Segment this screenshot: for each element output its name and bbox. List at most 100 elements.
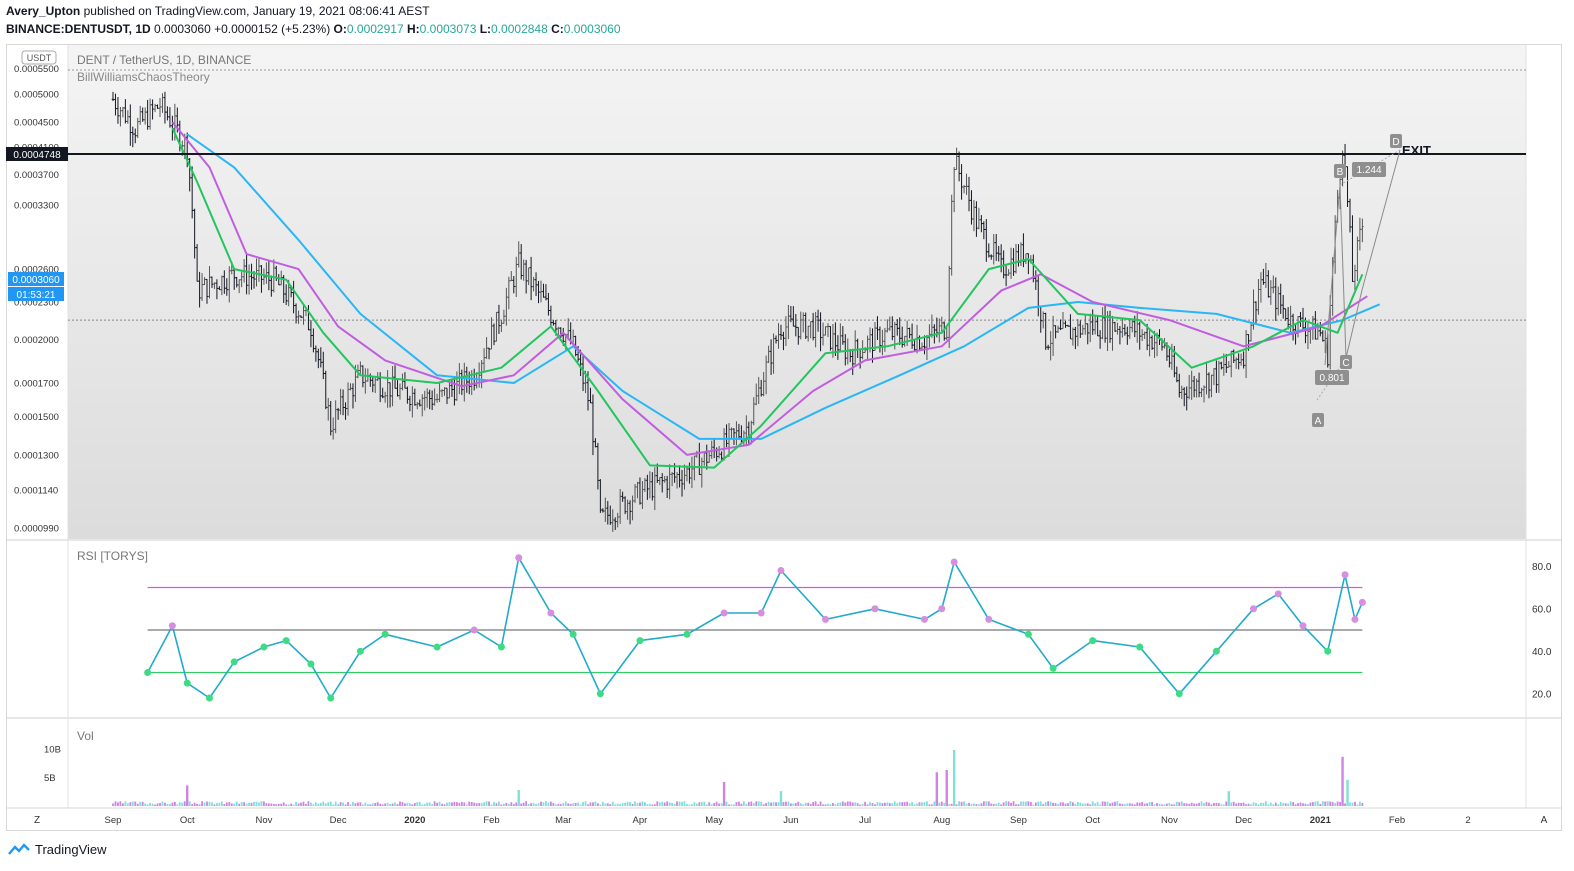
volume-bar bbox=[755, 801, 758, 806]
volume-bar bbox=[1344, 803, 1346, 806]
volume-bar bbox=[634, 801, 636, 806]
rsi-high-dot bbox=[168, 622, 176, 630]
volume-bar bbox=[329, 801, 332, 806]
volume-bar bbox=[1336, 801, 1339, 806]
point-a-badge[interactable] bbox=[1312, 413, 1324, 427]
volume-bar bbox=[490, 804, 493, 806]
brand-name[interactable]: TradingView bbox=[35, 842, 107, 857]
volume-bar bbox=[973, 803, 975, 806]
rsi-low-dot bbox=[497, 643, 505, 651]
volume-bar bbox=[883, 802, 886, 806]
ratio-cd-label: 1.244 bbox=[1356, 165, 1381, 176]
point-a-label: A bbox=[1315, 416, 1322, 427]
volume-bar bbox=[515, 802, 518, 806]
price-change: +0.0000152 (+5.23%) bbox=[214, 22, 331, 36]
volume-bar bbox=[624, 802, 627, 806]
volume-bar bbox=[963, 801, 965, 806]
volume-bar bbox=[1007, 801, 1010, 806]
volume-bar bbox=[1015, 804, 1017, 806]
volume-bar bbox=[188, 801, 191, 806]
volume-bar bbox=[926, 801, 928, 806]
point-d-badge[interactable] bbox=[1390, 134, 1402, 148]
volume-bar bbox=[646, 804, 649, 806]
time-tick-label: Dec bbox=[1235, 815, 1252, 826]
volume-bar bbox=[191, 804, 194, 806]
volume-bar bbox=[178, 802, 181, 806]
volume-bar bbox=[1101, 801, 1104, 806]
volume-bar bbox=[1269, 802, 1272, 806]
rsi-tick-label: 20.0 bbox=[1532, 689, 1552, 700]
price-tick-label: 0.0005000 bbox=[14, 89, 59, 100]
volume-bar bbox=[1356, 804, 1359, 806]
volume-bar bbox=[1302, 803, 1304, 806]
volume-bar bbox=[567, 803, 570, 806]
volume-bar bbox=[577, 802, 580, 806]
volume-bar bbox=[1076, 801, 1079, 806]
rsi-high-dot bbox=[757, 609, 765, 617]
volume-bar bbox=[785, 801, 787, 806]
volume-bar bbox=[606, 803, 609, 806]
rsi-low-dot bbox=[356, 647, 364, 655]
volume-bar bbox=[545, 801, 547, 806]
volume-spike-bar bbox=[722, 782, 726, 806]
volume-spike-bar bbox=[1341, 756, 1344, 806]
rsi-low-dot bbox=[307, 660, 315, 668]
high-label: H: bbox=[406, 22, 420, 36]
volume-bar bbox=[1027, 801, 1030, 806]
time-tick-label: Jun bbox=[783, 815, 798, 826]
volume-bar bbox=[938, 802, 941, 806]
price-tick-label: 0.0003300 bbox=[14, 201, 59, 212]
volume-bar bbox=[965, 803, 968, 806]
volume-bar bbox=[955, 804, 958, 806]
point-b-badge[interactable] bbox=[1334, 164, 1346, 178]
volume-bar bbox=[735, 801, 738, 806]
volume-bar bbox=[836, 802, 839, 806]
volume-bar bbox=[404, 803, 406, 806]
volume-bar bbox=[708, 802, 711, 806]
volume-bar bbox=[292, 804, 295, 806]
volume-bar bbox=[970, 803, 973, 806]
rsi-high-dot bbox=[938, 605, 946, 613]
volume-bar bbox=[1185, 803, 1188, 806]
volume-bar bbox=[921, 802, 923, 806]
volume-bar bbox=[235, 801, 238, 806]
z-button[interactable] bbox=[28, 811, 46, 826]
volume-bar bbox=[1235, 803, 1238, 806]
volume-bar bbox=[614, 804, 617, 806]
point-c-badge[interactable] bbox=[1340, 355, 1352, 369]
volume-bar bbox=[549, 801, 552, 806]
volume-bar bbox=[1237, 802, 1240, 806]
volume-bar bbox=[211, 802, 213, 806]
volume-bar bbox=[1146, 803, 1149, 806]
volume-spike-bar bbox=[517, 790, 520, 806]
time-tick-label: Aug bbox=[933, 815, 950, 826]
rsi-low-dot bbox=[1212, 647, 1220, 655]
volume-bar bbox=[1267, 804, 1270, 806]
volume-bar bbox=[1195, 803, 1198, 806]
volume-bar bbox=[881, 803, 884, 806]
volume-bar bbox=[916, 803, 918, 806]
volume-bar bbox=[611, 801, 614, 806]
rsi-low-dot bbox=[433, 643, 441, 651]
volume-bar bbox=[940, 801, 943, 806]
volume-bar bbox=[520, 803, 523, 806]
volume-bar bbox=[930, 804, 933, 806]
volume-bar bbox=[592, 802, 594, 806]
volume-bar bbox=[287, 804, 290, 806]
a-button[interactable] bbox=[1535, 811, 1553, 826]
author-name[interactable]: Avery_Upton bbox=[6, 4, 81, 18]
volume-bar bbox=[589, 802, 592, 806]
volume-bar bbox=[1232, 801, 1235, 806]
volume-bar bbox=[1334, 803, 1337, 806]
price-tick-label: 0.0001140 bbox=[14, 486, 58, 497]
volume-bar bbox=[559, 804, 562, 806]
volume-bar bbox=[688, 804, 691, 806]
volume-bar bbox=[332, 804, 335, 806]
volume-bar bbox=[245, 803, 248, 806]
volume-bar bbox=[948, 804, 951, 806]
volume-bar bbox=[260, 801, 263, 806]
volume-bar bbox=[255, 801, 258, 806]
publish-info: Avery_Upton published on TradingView.com… bbox=[6, 4, 430, 18]
volume-bar bbox=[300, 802, 302, 806]
